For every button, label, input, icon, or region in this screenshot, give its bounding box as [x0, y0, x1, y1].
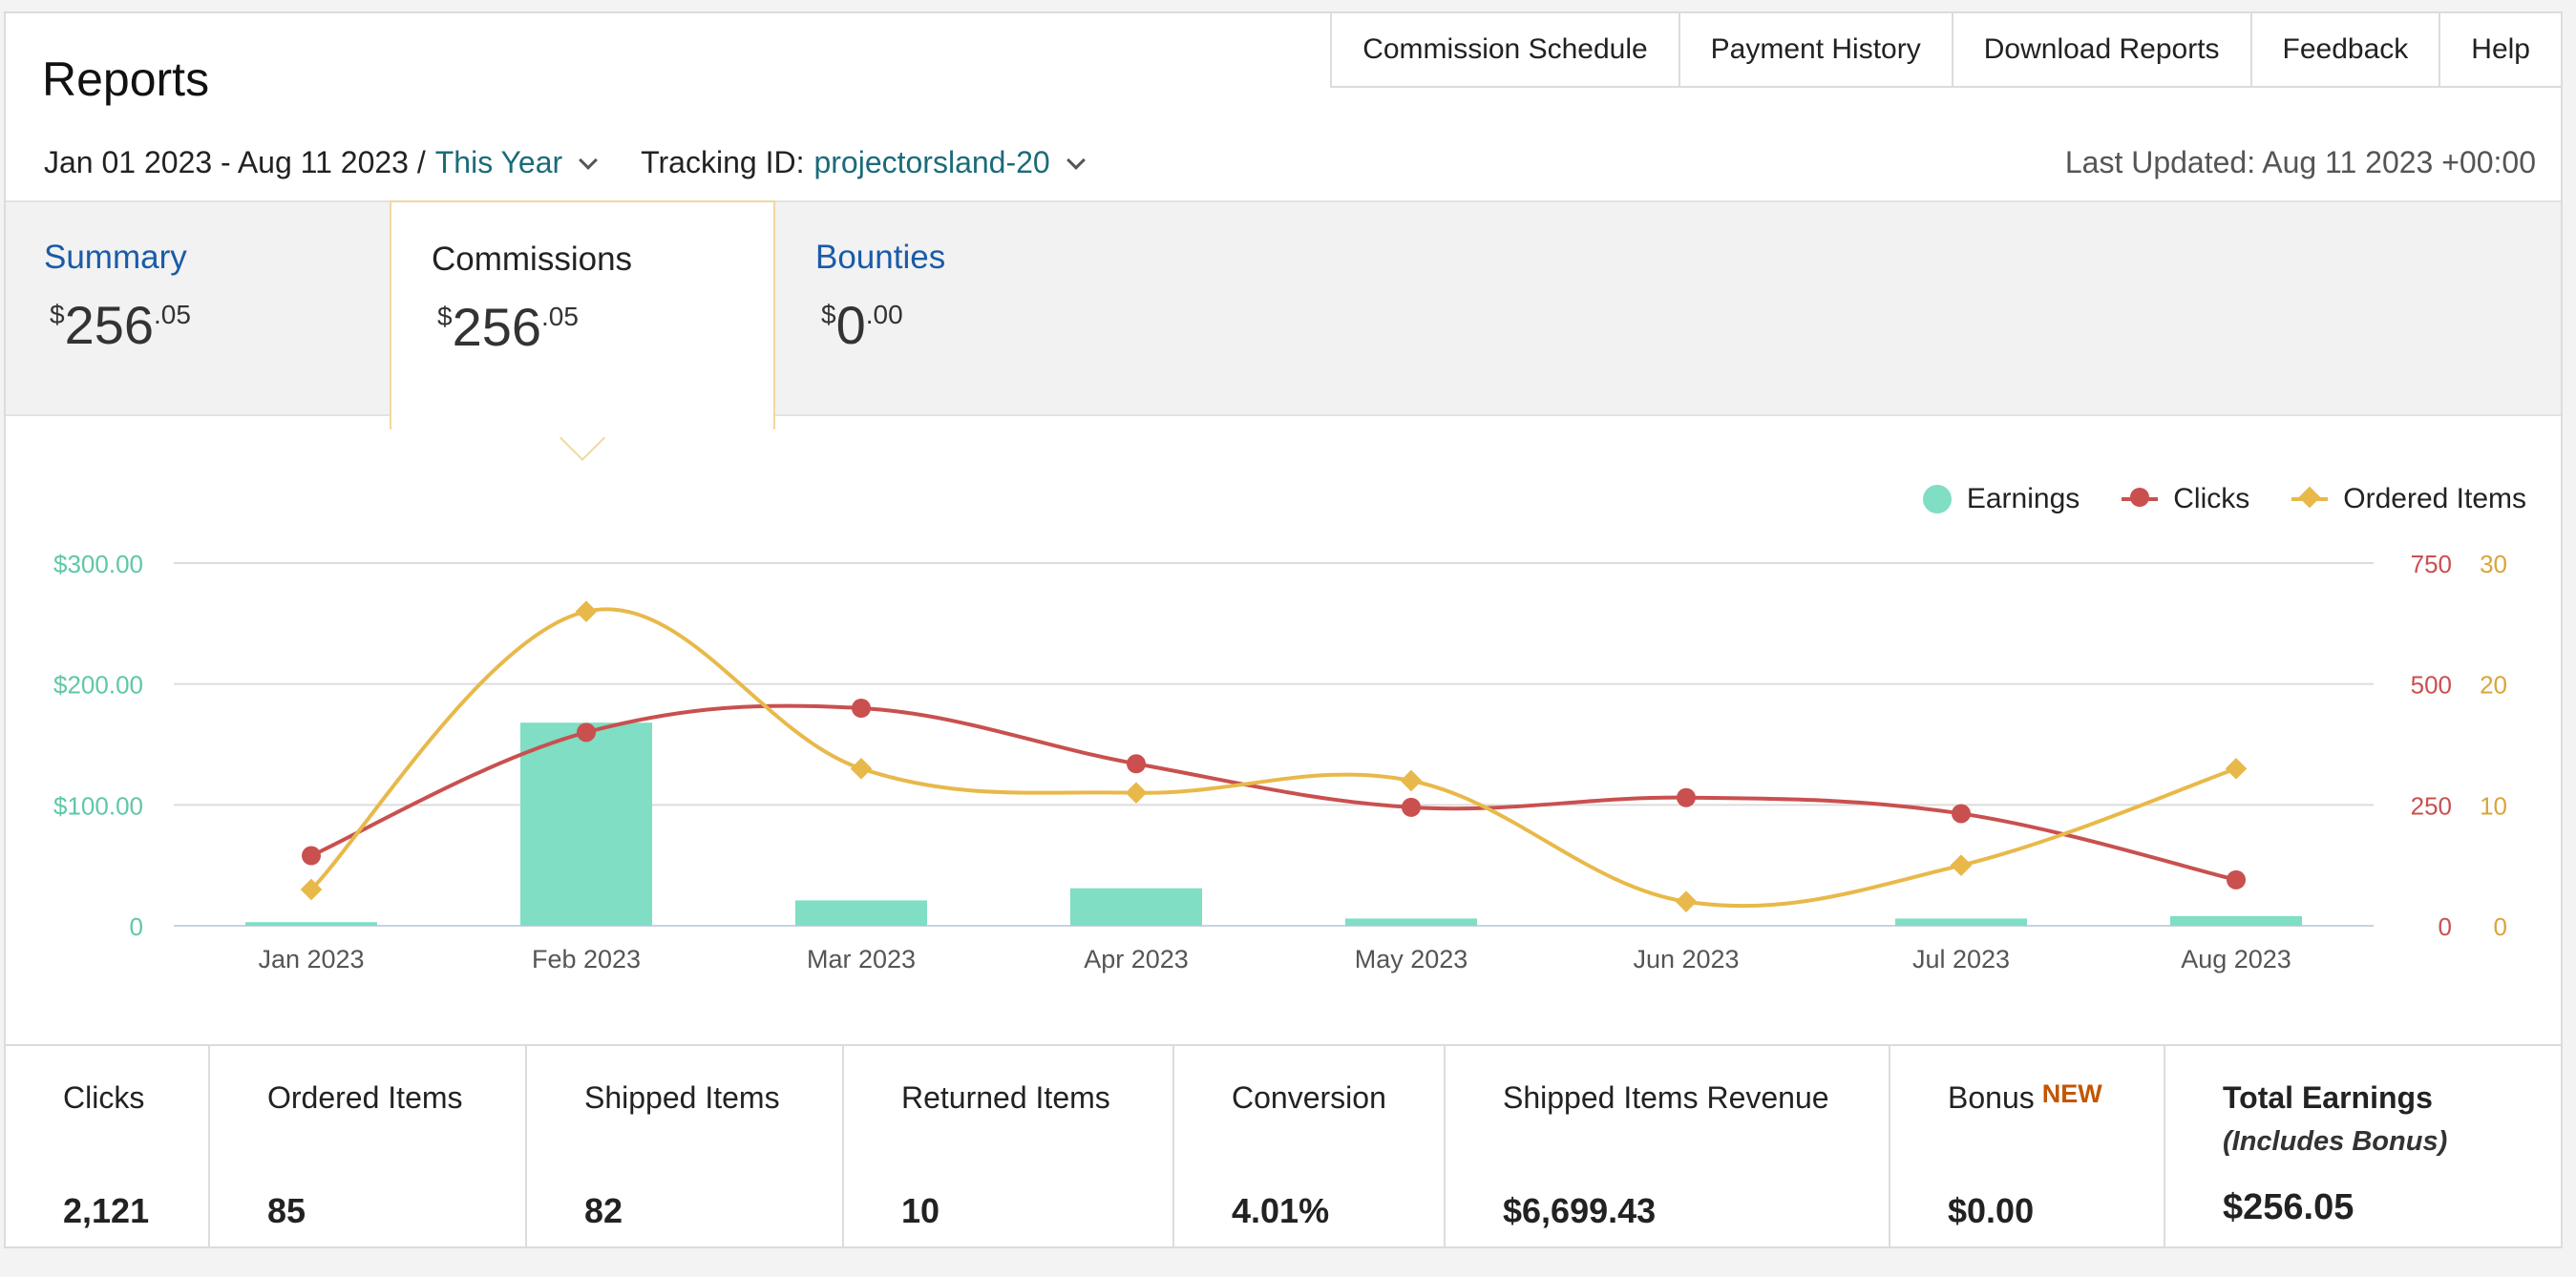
metric-total-earnings: Total Earnings (Includes Bonus) $256.05	[2223, 1080, 2448, 1227]
earnings-bar	[245, 922, 377, 926]
x-tick-label: Mar 2023	[807, 945, 916, 973]
earnings-bar	[2170, 915, 2302, 926]
earnings-bar	[1345, 918, 1477, 926]
clicks-series-line	[310, 703, 2237, 882]
ordered-items-point	[850, 758, 873, 780]
last-updated: Last Updated: Aug 11 2023 +00:00	[2064, 145, 2536, 179]
ordered-items-point	[2225, 758, 2248, 780]
metric-returned-items: Returned Items 10	[844, 1046, 1174, 1248]
x-tick-label: Jun 2023	[1633, 945, 1739, 973]
clicks-point	[1127, 754, 1146, 774]
x-tick-label: Jan 2023	[258, 945, 364, 973]
y-left-tick-label: 0	[130, 912, 143, 941]
summary-amount: $256.05	[50, 295, 191, 355]
clicks-point	[1402, 797, 1421, 817]
y-left-tick-label: $100.00	[53, 791, 143, 820]
x-tick-label: Aug 2023	[2181, 945, 2291, 973]
legend-ordered-items[interactable]: Ordered Items	[2291, 483, 2526, 515]
chevron-down-icon[interactable]	[579, 150, 599, 170]
date-range-dropdown[interactable]: This Year	[434, 145, 563, 179]
tab-bounties-label[interactable]: Bounties	[815, 239, 946, 276]
earnings-bar	[1895, 918, 2027, 926]
ordered-items-point	[1950, 854, 1973, 876]
x-tick-label: Feb 2023	[532, 945, 641, 973]
y-right-ordered-tick-label: 20	[2480, 671, 2507, 700]
ordered-items-point	[575, 600, 598, 622]
download-reports-link[interactable]: Download Reports	[1953, 13, 2252, 86]
metric-shipped-items: Shipped Items 82	[527, 1046, 844, 1248]
feedback-link[interactable]: Feedback	[2252, 13, 2441, 86]
y-right-clicks-tick-label: 250	[2411, 791, 2452, 820]
filter-row: Jan 01 2023 - Aug 11 2023 / This Year Tr…	[44, 145, 1100, 180]
tab-bounties[interactable]: Bounties $0.00	[775, 202, 1157, 416]
clicks-point	[1677, 787, 1696, 807]
date-range: Jan 01 2023 - Aug 11 2023 /	[44, 145, 426, 179]
x-tick-label: Jul 2023	[1912, 945, 2010, 973]
metric-clicks: Clicks 2,121	[6, 1046, 210, 1248]
new-badge: NEW	[2041, 1079, 2102, 1108]
earnings-bar	[520, 722, 652, 926]
clicks-legend-icon	[2122, 488, 2159, 507]
tab-commissions[interactable]: Commissions $256.05	[390, 200, 775, 462]
earnings-bar	[1070, 888, 1202, 926]
ordered-items-legend-icon	[2291, 497, 2329, 501]
ordered-items-point	[1675, 890, 1698, 912]
clicks-point	[302, 846, 321, 866]
ordered-items-point	[1400, 769, 1423, 792]
report-tabs: Summary $256.05 Commissions $256.05 Boun…	[6, 200, 2561, 462]
y-right-clicks-tick-label: 750	[2411, 550, 2452, 578]
clicks-point	[1952, 804, 1971, 824]
tab-summary[interactable]: Summary $256.05	[6, 202, 388, 416]
commission-schedule-link[interactable]: Commission Schedule	[1332, 13, 1680, 86]
tracking-id-label: Tracking ID:	[641, 145, 805, 179]
metric-conversion: Conversion 4.01%	[1174, 1046, 1446, 1248]
tab-summary-label[interactable]: Summary	[44, 239, 187, 276]
y-right-ordered-tick-label: 10	[2480, 791, 2507, 820]
legend-clicks[interactable]: Clicks	[2122, 483, 2249, 515]
earnings-chart: Earnings Clicks Ordered Items 0 0 0 $100.00…	[6, 418, 2561, 1044]
commissions-amount: $256.05	[437, 297, 579, 357]
metric-shipped-items-revenue: Shipped Items Revenue $6,699.43	[1446, 1046, 1890, 1248]
payment-history-link[interactable]: Payment History	[1680, 13, 1953, 86]
y-left-tick-label: $300.00	[53, 550, 143, 578]
top-nav: Commission Schedule Payment History Down…	[1330, 13, 2561, 88]
y-right-clicks-tick-label: 500	[2411, 671, 2452, 700]
reports-panel: Reports Commission Schedule Payment Hist…	[4, 11, 2563, 1248]
chart-canvas: 0 0 0 $100.00 250 10 $200.00 500 20 $300.00 750 30 J…	[53, 550, 2507, 973]
tab-commissions-label: Commissions	[432, 241, 633, 278]
ordered-items-point	[300, 878, 323, 901]
legend-earnings[interactable]: Earnings	[1922, 483, 2080, 515]
y-right-clicks-tick-label: 0	[2439, 912, 2452, 941]
y-right-ordered-tick-label: 0	[2494, 912, 2507, 941]
metric-ordered-items: Ordered Items 85	[210, 1046, 527, 1248]
tracking-id-value[interactable]: projectorsland-20	[813, 145, 1050, 179]
y-right-ordered-tick-label: 30	[2480, 550, 2507, 578]
earnings-bar	[795, 900, 927, 926]
metrics-row: Clicks 2,121 Ordered Items 85 Shipped It…	[6, 1044, 2561, 1248]
metric-bonus: Bonus NEW $0.00	[1890, 1046, 2165, 1248]
x-tick-label: May 2023	[1355, 945, 1468, 973]
help-link[interactable]: Help	[2471, 33, 2530, 65]
chart-legend: Earnings Clicks Ordered Items	[1881, 483, 2526, 515]
clicks-point	[2227, 869, 2246, 890]
x-tick-label: Apr 2023	[1084, 945, 1189, 973]
clicks-point	[852, 699, 871, 718]
ordered-items-point	[1125, 782, 1148, 804]
earnings-legend-icon	[1922, 485, 1952, 513]
y-left-tick-label: $200.00	[53, 671, 143, 700]
tracking-id-selector[interactable]: Tracking ID: projectorsland-20	[641, 145, 1100, 180]
clicks-point	[577, 722, 596, 743]
page-title: Reports	[42, 52, 210, 106]
bounties-amount: $0.00	[821, 295, 903, 355]
chevron-down-icon[interactable]	[1066, 150, 1086, 170]
